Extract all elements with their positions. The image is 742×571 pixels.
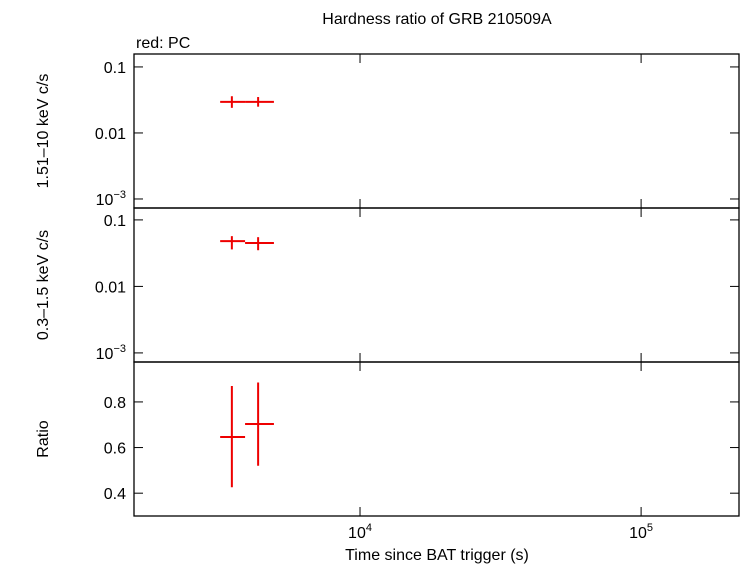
x-axis-label: Time since BAT trigger (s) [345,547,529,564]
panel-frame [133,361,740,517]
y-tick-label: 0.1 [104,60,126,77]
y-tick-label: 0.4 [104,486,126,503]
y-tick-label: 0.1 [104,213,126,230]
y-tick-label: 0.8 [104,395,126,412]
panel-frame [133,53,740,209]
y-tick-label: 10−3 [96,189,126,209]
x-tick-label: 105 [629,522,653,542]
y-axis-label: Ratio [35,420,52,457]
y-tick-label: 0.01 [95,279,126,296]
subtitle: red: PC [136,35,190,52]
chart-title: Hardness ratio of GRB 210509A [322,11,552,28]
y-axis-label: 1.51–10 keV c/s [35,74,52,189]
y-tick-label: 0.6 [104,441,126,458]
y-tick-label: 0.01 [95,126,126,143]
x-tick-label: 104 [348,522,372,542]
y-axis-label: 0.3–1.5 keV c/s [35,230,52,340]
panel-frame [133,207,740,363]
y-tick-label: 10−3 [96,343,126,363]
